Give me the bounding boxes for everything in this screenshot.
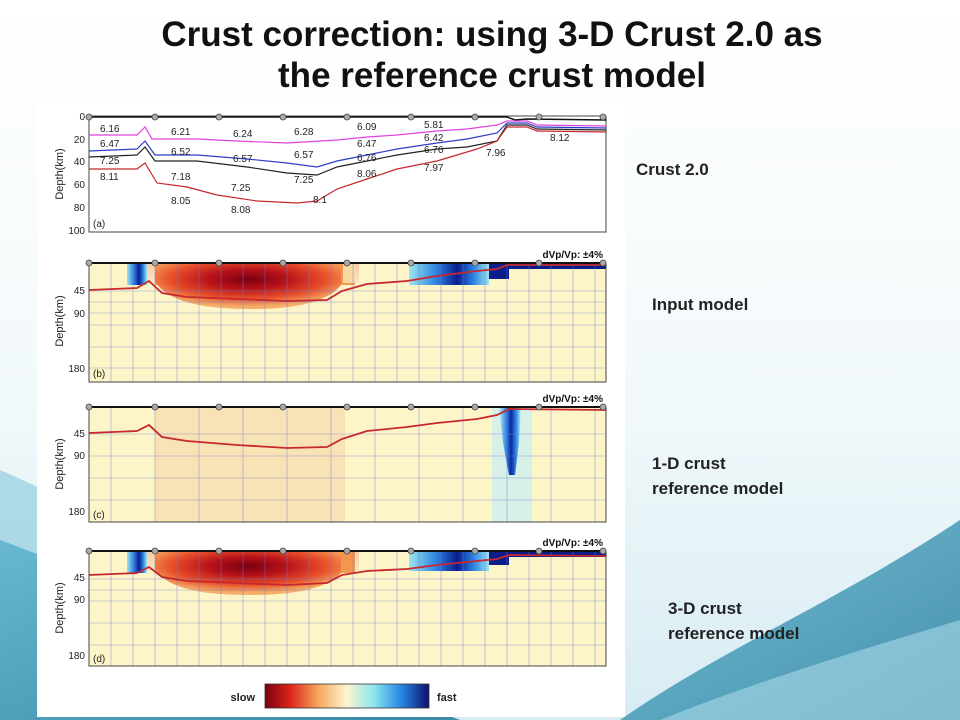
velocity-label: 6.21 — [171, 127, 191, 138]
panel-a-ticks: 0 20 40 60 80 100 — [68, 112, 85, 237]
panel-a-tag: (a) — [93, 219, 105, 230]
tick-label: 180 — [68, 507, 85, 518]
panel-a: Depth(km) 0 20 40 60 80 100 6.16 6.47 7.… — [54, 112, 607, 237]
grid-lines-c — [89, 407, 606, 522]
tomography-figure: Depth(km) 0 20 40 60 80 100 6.16 6.47 7.… — [54, 112, 607, 709]
velocity-label: 7.97 — [424, 163, 444, 174]
moho-line-b — [88, 264, 606, 302]
velocity-label: 6.28 — [294, 127, 314, 138]
panel-d-axis-label: Depth(km) — [54, 582, 66, 633]
velocity-label: 5.81 — [424, 120, 444, 131]
velocity-label: 6.47 — [100, 139, 120, 150]
velocity-label: 7.25 — [231, 183, 251, 194]
tick-label: 40 — [74, 157, 86, 168]
moho-line-c — [88, 408, 607, 449]
velocity-label: 6.76 — [424, 145, 444, 156]
title-line-1: Crust correction: using 3-D Crust 2.0 as — [161, 15, 823, 54]
velocity-label: 6.24 — [233, 129, 253, 140]
panel-d-scale: dVp/Vp: ±4% — [543, 538, 604, 549]
tick-label: 100 — [68, 226, 85, 237]
tick-label: 80 — [74, 203, 86, 214]
colorbar-fast-label: fast — [437, 692, 457, 704]
moho-line-d — [88, 554, 607, 586]
station-markers — [85, 113, 607, 121]
velocity-label: 8.08 — [231, 205, 251, 216]
grid-lines-b — [89, 263, 606, 382]
velocity-label: 6.09 — [357, 122, 377, 133]
tick-label: 90 — [74, 309, 86, 320]
tick-label: 0 — [79, 112, 85, 123]
panel-b-tag: (b) — [93, 369, 105, 380]
velocity-label: 6.47 — [357, 139, 377, 150]
tick-label: 90 — [74, 595, 86, 606]
velocity-label: 8.06 — [357, 169, 377, 180]
tick-label: 20 — [74, 135, 86, 146]
tick-label: 45 — [74, 286, 86, 297]
velocity-label: 8.11 — [100, 172, 119, 183]
grid-lines-d — [89, 551, 606, 666]
panel-b-axis-label: Depth(km) — [54, 295, 66, 346]
panel-c-tag: (c) — [93, 510, 105, 521]
panel-c-axis-label: Depth(km) — [54, 438, 66, 489]
layer-red — [89, 126, 607, 204]
velocity-label: 7.96 — [486, 148, 506, 159]
colorbar-slow-label: slow — [231, 692, 256, 704]
tick-label: 45 — [74, 429, 86, 440]
velocity-label: 7.18 — [171, 172, 191, 183]
tick-label: 180 — [68, 364, 85, 375]
velocity-label: 7.25 — [100, 156, 120, 167]
velocity-label: 6.57 — [294, 150, 314, 161]
label-3d-crust-reference-model: 3-D crust reference model — [668, 599, 800, 643]
velocity-label: 6.76 — [357, 153, 377, 164]
velocity-label: 6.57 — [233, 154, 253, 165]
layer-black — [88, 124, 607, 176]
colorbar: slow fast — [231, 683, 457, 709]
panel-d: dVp/Vp: ±4% Depth(km) 45 90 180 (d) — [54, 538, 607, 667]
panel-a-axis-label: Depth(km) — [54, 148, 66, 199]
velocity-values: 6.16 6.47 7.25 8.11 6.21 6.52 7.18 8.05 … — [100, 120, 570, 216]
tick-label: 45 — [74, 573, 86, 584]
velocity-label: 8.12 — [550, 133, 570, 144]
label-crust-2-0: Crust 2.0 — [636, 160, 709, 179]
station-markers-b — [85, 259, 607, 267]
tick-label: 90 — [74, 451, 86, 462]
label-input-model: Input model — [652, 295, 749, 314]
velocity-label: 6.16 — [100, 124, 120, 135]
velocity-label: 8.1 — [313, 195, 327, 206]
layer-blue — [88, 122, 607, 168]
panel-c-scale: dVp/Vp: ±4% — [543, 394, 604, 405]
surface-line — [89, 116, 607, 121]
panel-b: dVp/Vp: ±4% Depth(km) 45 90 180 (b) — [54, 250, 607, 383]
velocity-label: 7.25 — [294, 175, 314, 186]
velocity-label: 6.42 — [424, 133, 444, 144]
velocity-label: 6.52 — [171, 147, 191, 158]
tick-label: 60 — [74, 180, 86, 191]
layer-pink — [89, 120, 607, 144]
panel-b-scale: dVp/Vp: ±4% — [543, 250, 604, 261]
label-1d-crust-reference-model: 1-D crust reference model — [652, 454, 784, 498]
title-line-2: the reference crust model — [278, 56, 706, 95]
panel-d-tag: (d) — [93, 654, 105, 665]
panel-c: dVp/Vp: ±4% Depth(km) 45 90 180 (c) — [54, 394, 607, 523]
slide-title: Crust correction: using 3-D Crust 2.0 as… — [0, 14, 960, 96]
tick-label: 180 — [68, 651, 85, 662]
velocity-label: 8.05 — [171, 196, 191, 207]
